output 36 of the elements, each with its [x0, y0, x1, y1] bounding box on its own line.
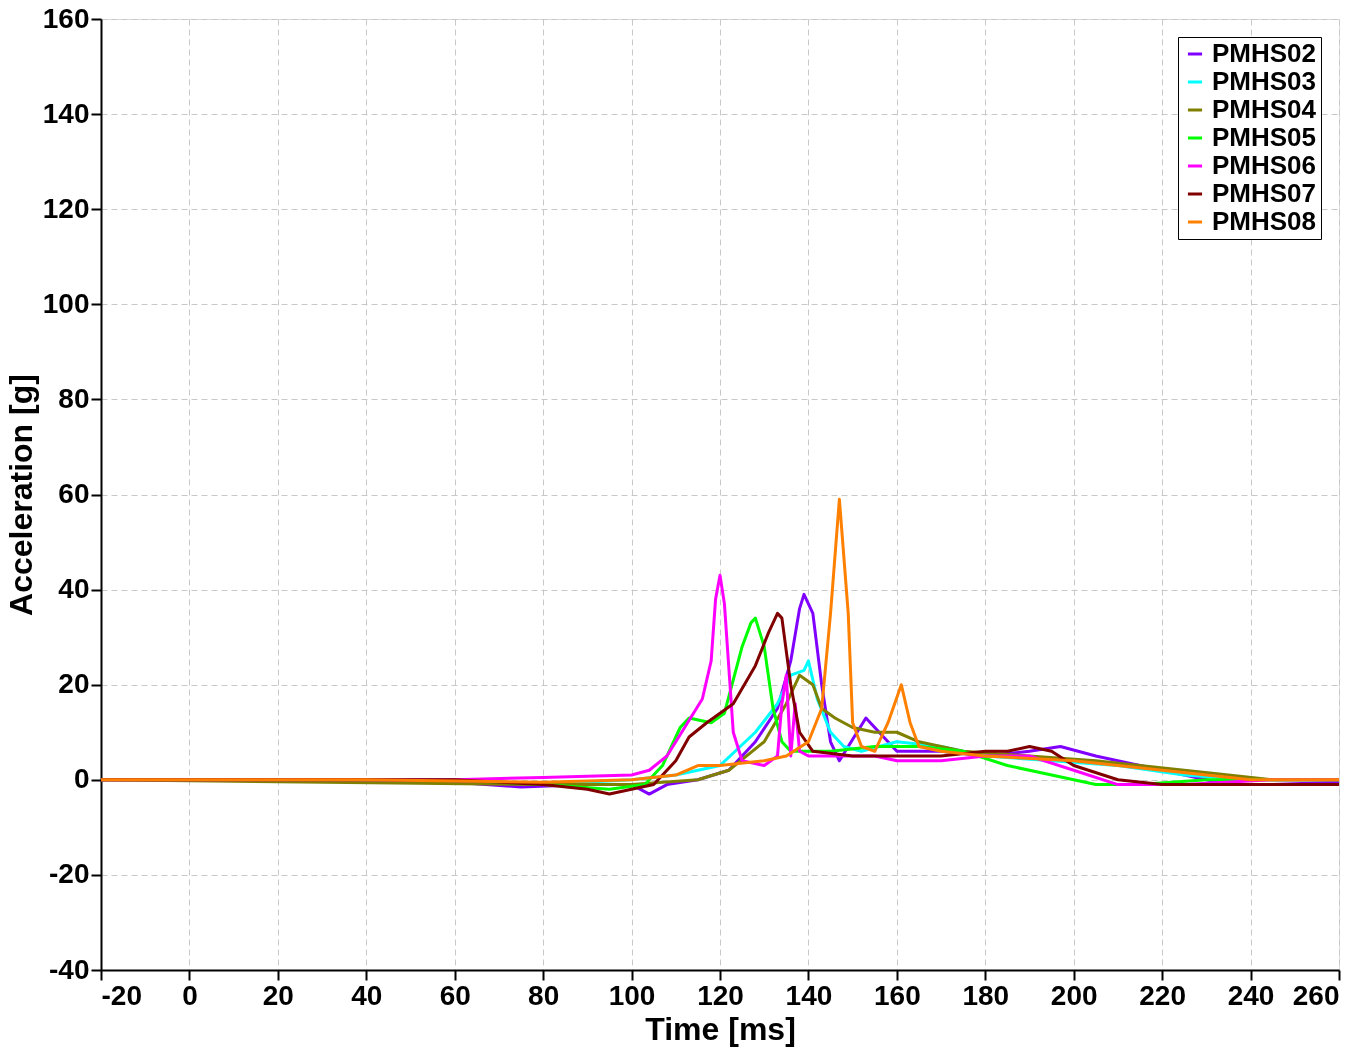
x-tick-label: 220 [1139, 979, 1186, 1011]
y-tick-label: -40 [49, 953, 90, 985]
x-tick-label: -20 [101, 979, 142, 1011]
legend-label: PMHS07 [1212, 178, 1317, 208]
y-tick-label: 40 [58, 573, 90, 605]
x-tick-label: 100 [608, 979, 656, 1011]
x-tick-label: 80 [528, 979, 560, 1011]
line-series [101, 497, 1339, 784]
y-tick-label: 100 [42, 287, 90, 319]
y-tick-label: 20 [58, 668, 90, 700]
legend-label: PMHS04 [1212, 94, 1317, 124]
y-tick-label: 160 [42, 2, 90, 34]
x-tick-label: 20 [262, 979, 294, 1011]
x-tick-label: 0 [182, 979, 198, 1011]
legend-label: PMHS08 [1212, 206, 1317, 236]
y-tick-label: 140 [42, 97, 90, 129]
y-tick-label: 120 [42, 192, 90, 224]
y-tick-label: -20 [49, 858, 90, 890]
x-tick-label: 140 [785, 979, 833, 1011]
x-tick-label: 180 [962, 979, 1010, 1011]
legend-label: PMHS06 [1212, 150, 1317, 180]
x-tick-label: 260 [1292, 979, 1340, 1011]
legend-label: PMHS03 [1212, 66, 1317, 96]
legend-label: PMHS05 [1212, 122, 1317, 152]
x-tick-label: 200 [1050, 979, 1098, 1011]
x-tick-label: 40 [351, 979, 383, 1011]
x-axis-title: Time [ms] [645, 1010, 796, 1047]
legend-label: PMHS02 [1212, 38, 1317, 68]
x-tick-label: 160 [874, 979, 921, 1011]
y-tick-label: 60 [58, 478, 90, 509]
y-axis-title: Acceleration [g] [2, 374, 39, 616]
x-tick-label: 60 [439, 979, 471, 1011]
x-tick-label: 240 [1227, 979, 1275, 1011]
x-tick-label: 120 [697, 979, 744, 1011]
y-tick-label: 0 [73, 763, 90, 795]
y-tick-label: 80 [58, 382, 90, 414]
